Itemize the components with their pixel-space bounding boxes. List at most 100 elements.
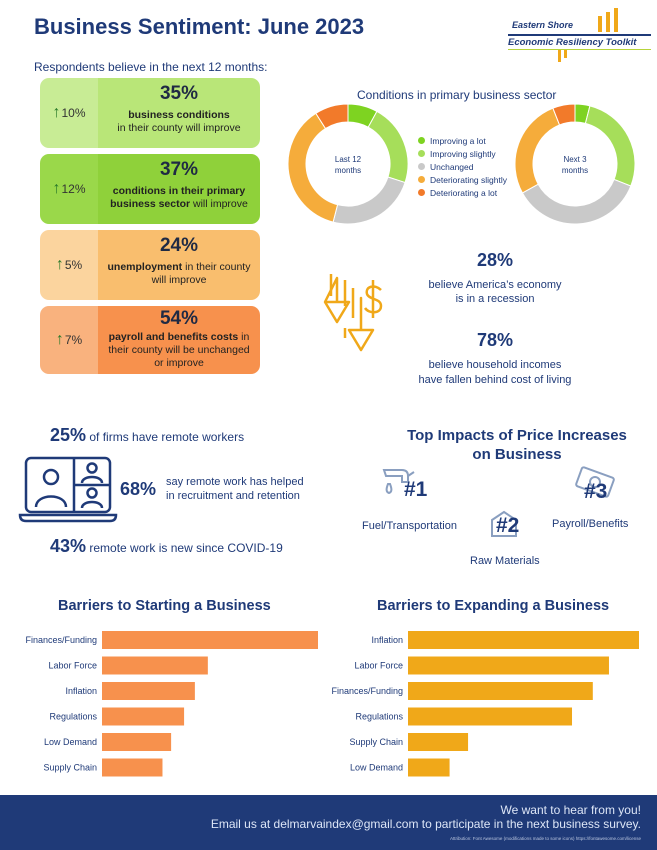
footer-line-1: We want to hear from you! <box>500 803 641 817</box>
card-unemployment: ↑ 5% 24% unemployment in their county wil… <box>40 230 260 300</box>
card-bold: conditions in their primary business sec… <box>110 185 246 210</box>
card-business-conditions: ↑ 10% 35% business conditions in their cou… <box>40 78 260 148</box>
up-arrow-icon: ↑ <box>52 180 61 197</box>
impact-rank-1: #1 <box>404 478 428 501</box>
bar <box>408 733 469 751</box>
falling-dollar-icon <box>323 274 383 352</box>
money-icon <box>575 466 615 498</box>
card-pct: 54% <box>159 308 199 329</box>
bar <box>102 682 195 700</box>
recession-line-2: is in a recession <box>455 293 535 305</box>
donut-last-12-months <box>287 103 409 225</box>
page-title: Business Sentiment: June 2023 <box>34 14 365 39</box>
donut-next-3-months <box>514 103 636 225</box>
fuel-nozzle-icon <box>382 469 415 495</box>
card-change: ↑ 7% <box>40 306 98 374</box>
intro-text: Respondents believe in the next 12 month… <box>34 60 268 74</box>
raw-materials-icon <box>491 510 517 537</box>
bar-label: Low Demand <box>44 737 97 747</box>
bar-label: Labor Force <box>48 661 97 671</box>
logo-line-2: Economic Resiliency Toolkit <box>508 37 637 48</box>
card-sector-conditions: ↑ 12% 37% conditions in their primary bus… <box>40 154 260 224</box>
legend-item: Improving a lot <box>418 134 507 147</box>
bar-label: Finances/Funding <box>25 635 97 645</box>
recession-pct: 28% <box>476 250 514 270</box>
donut-slice <box>552 103 576 126</box>
card-pct: 35% <box>159 83 199 104</box>
chart-barriers-expanding: Inflation Labor Force Finances/Funding Regu… <box>331 631 639 777</box>
card-rest: will improve <box>193 198 248 210</box>
income-line-2: have fallen behind cost of living <box>418 374 572 386</box>
remote-new-stat: 43% remote work is new since COVID-19 <box>50 536 283 556</box>
up-arrow-icon: ↑ <box>55 256 64 273</box>
donut-slice <box>367 110 409 184</box>
bar <box>102 733 172 751</box>
bar-label: Supply Chain <box>43 763 97 773</box>
recession-line-1: believe America’s economy <box>428 279 562 291</box>
video-call-icon <box>18 456 118 523</box>
bar-label: Labor Force <box>354 661 403 671</box>
footer-line-2: Email us at delmarvaindex@gmail.com to p… <box>210 817 641 831</box>
donut-legend: Improving a lot Improving slightly Uncha… <box>418 134 507 199</box>
up-arrow-icon: ↑ <box>52 104 61 121</box>
up-arrow-icon: ↑ <box>55 331 64 348</box>
legend-item: Unchanged <box>418 160 507 173</box>
bar <box>408 682 593 700</box>
donut-slice <box>514 107 561 194</box>
bar <box>408 758 450 777</box>
donut-charts: Last 12 months Next 3 months <box>287 103 636 225</box>
bar <box>408 631 639 649</box>
footer-attribution: Attribution: Font Awesome (modifications… <box>449 836 641 841</box>
impacts-title: Top Impacts of Price Increases on Busines… <box>407 427 627 463</box>
bar-label: Regulations <box>49 712 97 722</box>
donut-slice <box>315 103 349 130</box>
legend-item: Deteriorating a lot <box>418 186 507 199</box>
card-rest: in their county will be unchanged or imp… <box>108 331 250 369</box>
bar <box>102 631 318 649</box>
legend-item: Improving slightly <box>418 147 507 160</box>
bar <box>408 656 609 675</box>
remote-helped-stat: 68% say remote work has helped in recruit… <box>120 476 304 502</box>
card-change: ↑ 12% <box>40 154 98 224</box>
chart-title-starting: Barriers to Starting a Business <box>58 598 271 614</box>
logo-line-1: Eastern Shore <box>512 20 574 30</box>
card-change: ↑ 5% <box>40 230 98 300</box>
logo: Eastern Shore Economic Resiliency Toolki… <box>500 8 651 63</box>
remote-firms-stat: 25% of firms have remote workers <box>50 425 245 445</box>
impact-label-1: Fuel/Transportation <box>362 520 457 532</box>
donut-title: Conditions in primary business sector <box>357 88 557 102</box>
bar-label: Supply Chain <box>349 737 403 747</box>
bar <box>102 707 185 726</box>
card-bold: unemployment <box>107 261 183 273</box>
bar-label: Inflation <box>65 686 97 696</box>
donut-right-label-2: months <box>562 166 588 175</box>
chart-title-expanding: Barriers to Expanding a Business <box>377 598 610 614</box>
card-bold: business conditions <box>128 109 230 121</box>
impact-rank-2: #2 <box>496 514 520 537</box>
card-rest: in their county will improve <box>117 122 241 134</box>
card-bold: payroll and benefits costs <box>108 331 239 343</box>
income-line-1: believe household incomes <box>428 359 562 371</box>
bar <box>102 758 163 777</box>
impact-rank-3: #3 <box>584 480 608 503</box>
card-rest: in their county will improve <box>151 261 251 286</box>
donut-right-label-1: Next 3 <box>563 155 587 164</box>
donut-slice <box>521 178 632 225</box>
income-pct: 78% <box>476 330 514 350</box>
bar-label: Inflation <box>371 635 403 645</box>
donut-slice <box>584 105 636 187</box>
card-change: ↑ 10% <box>40 78 98 148</box>
donut-slice <box>287 112 339 223</box>
legend-item: Deteriorating slightly <box>418 173 507 186</box>
donut-left-label-2: months <box>335 166 361 175</box>
chart-barriers-starting: Finances/Funding Labor Force Inflation Regu… <box>25 631 318 777</box>
donut-slice <box>332 176 406 225</box>
footer: We want to hear from you! Email us at de… <box>0 795 657 850</box>
card-payroll: ↑ 7% 54% payroll and benefits costs in th… <box>40 306 260 374</box>
bar-label: Finances/Funding <box>331 686 403 696</box>
card-pct: 37% <box>159 159 199 180</box>
impact-label-3: Payroll/Benefits <box>552 518 629 530</box>
bar <box>408 707 573 726</box>
bar <box>102 656 208 675</box>
donut-left-label-1: Last 12 <box>335 155 362 164</box>
